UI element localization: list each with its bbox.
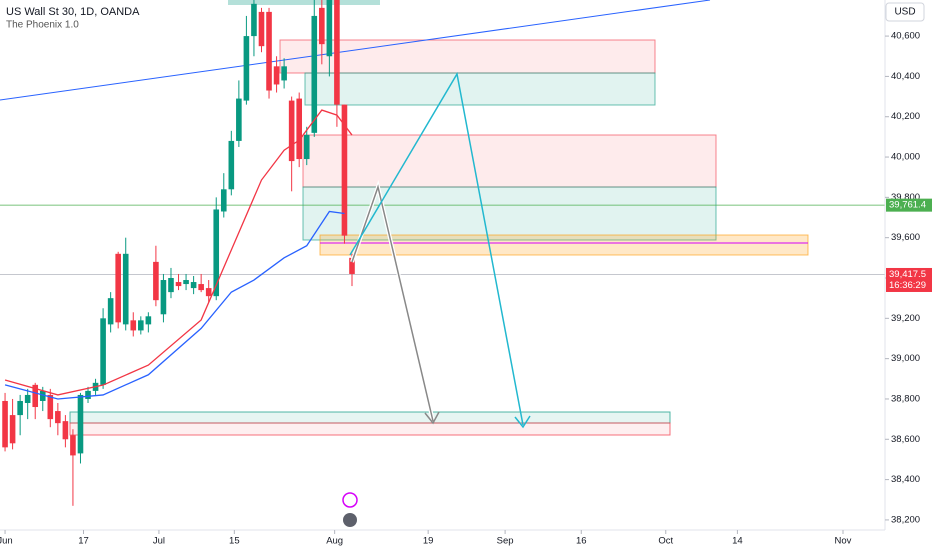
candle-body <box>198 284 204 291</box>
candle-body <box>243 36 250 101</box>
arrow-path <box>349 71 524 426</box>
candle-body <box>205 288 212 297</box>
candle-body <box>258 11 265 47</box>
candle-body <box>349 257 355 274</box>
candle-body <box>334 0 340 105</box>
candle-body <box>2 400 8 448</box>
y-tick-label: 38,400 <box>891 474 920 485</box>
countdown: 16:36:29 <box>889 280 926 291</box>
drawings <box>0 0 809 436</box>
zone <box>69 411 671 424</box>
candle-body <box>85 390 91 399</box>
x-tick-label: 16 <box>576 536 587 547</box>
candle-body <box>311 15 318 133</box>
candle-body <box>17 400 23 416</box>
y-tick-label: 39,600 <box>891 232 920 243</box>
candle-body <box>138 320 144 331</box>
candle-body <box>24 394 31 403</box>
candle-body <box>77 394 84 454</box>
zone <box>302 186 717 241</box>
candle-body <box>70 435 76 456</box>
y-tick-label: 39,200 <box>891 313 920 324</box>
currency-button[interactable] <box>885 2 925 22</box>
candle-body <box>168 278 174 293</box>
candle-body <box>326 0 333 57</box>
plot <box>0 0 885 506</box>
x-tick-label: 19 <box>423 536 434 547</box>
projections <box>349 71 531 429</box>
candle-body <box>55 411 61 424</box>
candle-body <box>175 282 182 287</box>
y-tick-label: 40,400 <box>891 71 920 82</box>
candle-body <box>115 253 121 323</box>
event-icon[interactable] <box>342 492 358 508</box>
price-label-box <box>886 198 932 212</box>
y-tick-label: 40,600 <box>891 31 920 42</box>
candle-body <box>62 421 69 440</box>
zone <box>319 234 809 256</box>
candle-body <box>251 3 257 37</box>
y-tick-label: 40,200 <box>891 111 920 122</box>
candle-body <box>228 140 235 190</box>
zone <box>69 422 671 436</box>
x-tick-label: Oct <box>658 536 673 547</box>
candle-body <box>100 318 106 385</box>
candle-body <box>39 390 46 401</box>
candle-body <box>47 394 54 420</box>
candle-body <box>288 100 295 162</box>
y-tick-label: 39,000 <box>891 353 920 364</box>
candle-body <box>319 7 325 45</box>
zone <box>304 72 656 106</box>
candle-body <box>236 98 242 141</box>
x-tick-label: Aug <box>326 536 343 547</box>
zone <box>302 134 717 188</box>
x-tick-label: Sep <box>497 536 514 547</box>
candle-body <box>190 282 197 289</box>
event-icon[interactable] <box>343 513 357 527</box>
y-tick-label: 38,200 <box>891 514 920 525</box>
candle-body <box>183 280 189 285</box>
price-label-box <box>886 267 932 292</box>
trend-line <box>0 0 711 101</box>
candle-body <box>281 66 287 81</box>
y-tick-label: 38,600 <box>891 434 920 445</box>
chart-title: US Wall St 30, 1D, OANDA <box>6 6 140 18</box>
candle-body <box>160 280 167 315</box>
x-tick-label: Nov <box>835 536 852 547</box>
zone <box>228 0 380 5</box>
x-tick-label: 15 <box>229 536 240 547</box>
y-tick-label: 39,800 <box>891 192 920 203</box>
x-tick-label: 14 <box>732 536 743 547</box>
x-tick-label: Jul <box>153 536 165 547</box>
arrow-head <box>514 415 531 429</box>
candle-body <box>273 66 280 85</box>
x-tick-label: 17 <box>78 536 89 547</box>
candle-body <box>266 11 272 91</box>
currency-label[interactable]: USD <box>894 7 915 18</box>
candle-body <box>122 253 129 325</box>
moving-average <box>4 109 353 396</box>
candle-body <box>296 98 302 160</box>
candle-body <box>9 415 16 444</box>
candle-body <box>341 104 348 236</box>
indicator-name: The Phoenix 1.0 <box>6 20 79 31</box>
candle-body <box>32 384 39 408</box>
candle-body <box>153 261 159 301</box>
x-tick-label: Jun <box>0 536 13 547</box>
candle-body <box>213 209 220 297</box>
candle-body <box>107 298 114 325</box>
candle-body <box>145 316 152 325</box>
moving-average <box>4 210 345 400</box>
candle-body <box>220 189 227 212</box>
price-label: 39,417.5 <box>889 269 926 280</box>
price-label: 39,761.4 <box>889 200 926 211</box>
y-tick-label: 38,800 <box>891 393 920 404</box>
zone <box>279 39 656 74</box>
arrow-head <box>424 411 440 425</box>
candle-body <box>303 134 310 160</box>
y-tick-label: 40,000 <box>891 152 920 163</box>
candle-body <box>130 320 137 331</box>
